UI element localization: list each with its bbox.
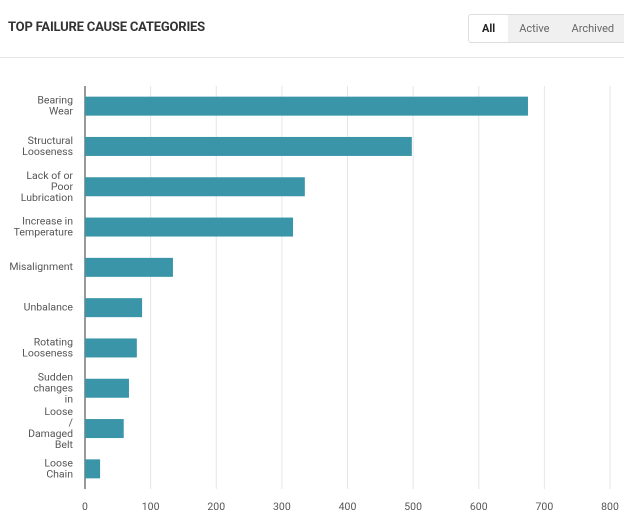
x-tick-label: 500 — [404, 500, 422, 513]
x-tick-label: 100 — [142, 500, 160, 513]
y-tick-label: Sudden changes in — [33, 370, 73, 405]
y-tick-label: Structural Looseness — [22, 134, 73, 158]
tab[interactable]: Archived — [571, 22, 615, 35]
x-tick-label: 300 — [273, 500, 291, 513]
header: TOP FAILURE CAUSE CATEGORIES All Active Ar… — [0, 0, 624, 58]
x-tick-label: 700 — [536, 500, 554, 513]
y-tick-label: Rotating Looseness — [22, 335, 73, 359]
bar — [85, 459, 101, 479]
bar — [85, 217, 294, 237]
bar — [85, 419, 124, 439]
bar — [85, 338, 137, 358]
y-tick-label: Bearing Wear — [37, 93, 73, 117]
chart: 0 100 200 300 400 500 600 700 800 Bearing Wear Stru… — [9, 86, 619, 513]
y-tick-label: Loose / Damaged Belt — [28, 405, 74, 451]
y-tick-label: Increase in Temperature — [14, 214, 74, 238]
bar — [85, 378, 129, 398]
tab[interactable]: All — [469, 15, 509, 42]
x-tick-label: 400 — [339, 500, 357, 513]
bar — [85, 136, 412, 156]
x-tick-label: 800 — [601, 500, 619, 513]
x-tick-label: 600 — [470, 500, 488, 513]
x-tick-label: 200 — [207, 500, 225, 513]
tab-group: All Active Archived — [468, 14, 624, 43]
x-tick-label: 0 — [82, 500, 88, 513]
y-tick-label: Unbalance — [24, 300, 74, 313]
bar — [85, 177, 305, 197]
bar — [85, 257, 173, 277]
tab[interactable]: Active — [519, 22, 550, 35]
bar — [85, 96, 528, 116]
y-tick-label: Misalignment — [9, 260, 73, 273]
chart-title: TOP FAILURE CAUSE CATEGORIES — [8, 20, 205, 35]
y-tick-label: Lack of or Poor Lubrication — [21, 169, 74, 204]
bar — [85, 298, 143, 318]
y-tick-label: Loose Chain — [44, 456, 73, 480]
